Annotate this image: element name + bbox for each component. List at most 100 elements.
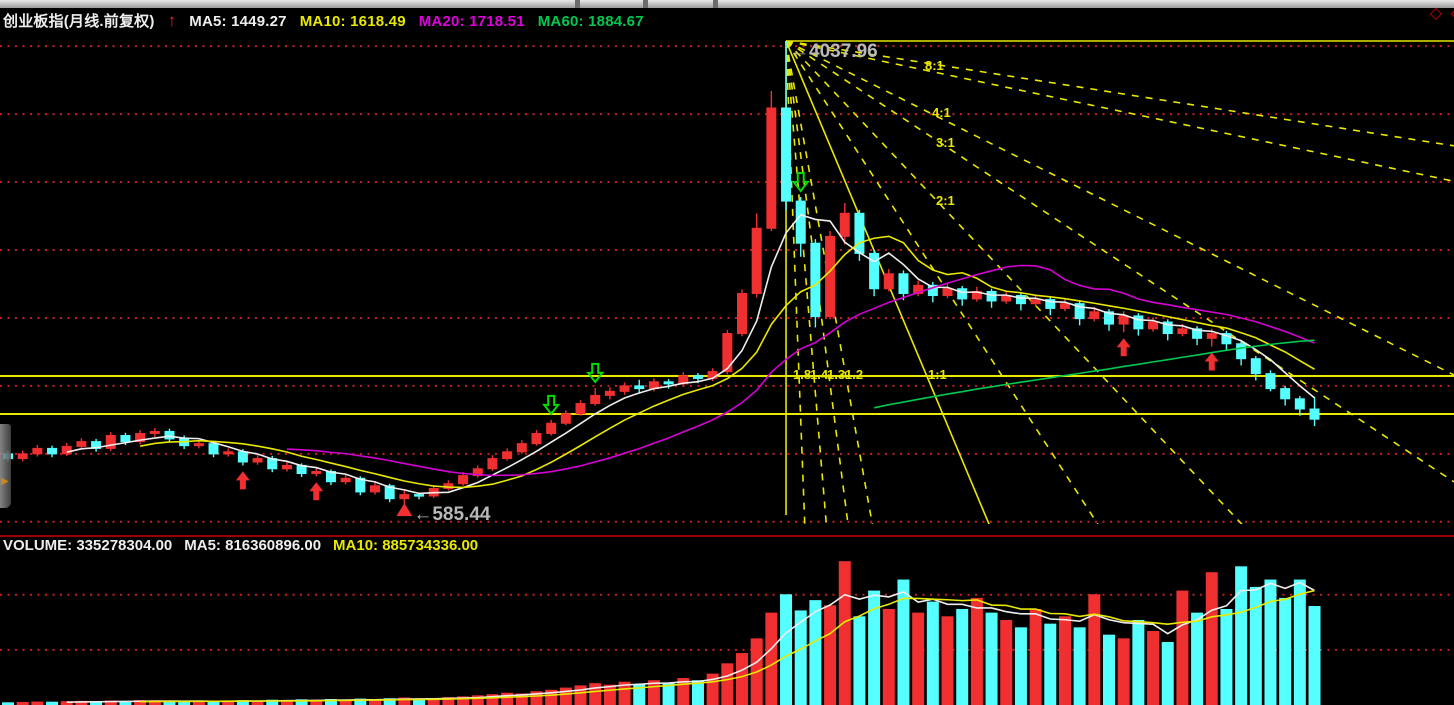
candle[interactable] bbox=[47, 447, 58, 455]
volume-bar[interactable] bbox=[721, 663, 734, 705]
candle[interactable] bbox=[810, 242, 821, 318]
volume-bar[interactable] bbox=[838, 561, 851, 705]
candle[interactable] bbox=[1045, 299, 1056, 309]
candle[interactable] bbox=[575, 403, 586, 415]
candle[interactable] bbox=[957, 288, 968, 300]
candle[interactable] bbox=[1280, 388, 1291, 400]
candle[interactable] bbox=[1148, 321, 1159, 330]
candle[interactable] bbox=[1059, 303, 1070, 309]
volume-bar[interactable] bbox=[926, 601, 939, 705]
candle[interactable] bbox=[76, 441, 87, 447]
candle[interactable] bbox=[737, 292, 747, 335]
volume-bar[interactable] bbox=[618, 681, 631, 705]
volume-bar[interactable] bbox=[574, 685, 587, 705]
volume-bar[interactable] bbox=[530, 691, 543, 705]
candle[interactable] bbox=[1074, 303, 1085, 320]
candle[interactable] bbox=[1250, 358, 1261, 375]
candle[interactable] bbox=[516, 443, 527, 453]
volume-bar[interactable] bbox=[603, 684, 616, 705]
candle[interactable] bbox=[1221, 333, 1232, 345]
volume-bar[interactable] bbox=[471, 695, 484, 705]
volume-bar[interactable] bbox=[1205, 572, 1218, 705]
candle[interactable] bbox=[223, 451, 234, 455]
volume-bar[interactable] bbox=[691, 680, 704, 705]
candle[interactable] bbox=[839, 212, 850, 237]
candle[interactable] bbox=[1162, 321, 1173, 335]
volume-bar[interactable] bbox=[1147, 631, 1160, 705]
volume-bar[interactable] bbox=[868, 590, 881, 705]
candle[interactable] bbox=[1206, 333, 1217, 339]
candle[interactable] bbox=[370, 485, 380, 493]
candle[interactable] bbox=[311, 471, 322, 475]
candle[interactable] bbox=[869, 252, 880, 290]
candle[interactable] bbox=[986, 290, 997, 302]
candle[interactable] bbox=[1265, 373, 1276, 390]
volume-bar[interactable] bbox=[1308, 606, 1321, 705]
volume-bar[interactable] bbox=[1235, 566, 1248, 705]
volume-bar[interactable] bbox=[398, 697, 411, 705]
candle[interactable] bbox=[692, 375, 703, 379]
candle[interactable] bbox=[942, 288, 953, 297]
candle[interactable] bbox=[61, 445, 72, 455]
candle[interactable] bbox=[531, 432, 542, 445]
candle[interactable] bbox=[340, 477, 351, 483]
volume-bar[interactable] bbox=[1249, 586, 1262, 705]
volume-bar[interactable] bbox=[1073, 627, 1086, 705]
candle[interactable] bbox=[795, 200, 806, 244]
candle[interactable] bbox=[751, 227, 762, 294]
candle[interactable] bbox=[619, 385, 630, 392]
volume-bar[interactable] bbox=[1264, 579, 1277, 705]
candle[interactable] bbox=[17, 453, 28, 460]
candle[interactable] bbox=[487, 458, 498, 470]
candle[interactable] bbox=[1133, 315, 1144, 330]
volume-bar[interactable] bbox=[853, 616, 866, 705]
candle[interactable] bbox=[883, 273, 894, 290]
volume-bar[interactable] bbox=[1293, 579, 1306, 705]
volume-bar[interactable] bbox=[1058, 616, 1071, 705]
volume-bar[interactable] bbox=[765, 612, 778, 705]
volume-bar[interactable] bbox=[809, 600, 822, 705]
candle[interactable] bbox=[384, 485, 395, 500]
candle[interactable] bbox=[502, 451, 513, 460]
candle[interactable] bbox=[722, 333, 733, 373]
candle[interactable] bbox=[105, 435, 116, 449]
candle[interactable] bbox=[825, 235, 836, 318]
volume-bar[interactable] bbox=[1176, 590, 1189, 705]
volume-bar[interactable] bbox=[912, 612, 925, 705]
volume-bar[interactable] bbox=[1029, 608, 1042, 705]
volume-bar[interactable] bbox=[780, 594, 793, 705]
candle[interactable] bbox=[781, 107, 792, 202]
candle[interactable] bbox=[854, 212, 865, 254]
candle[interactable] bbox=[149, 430, 160, 434]
volume-bar[interactable] bbox=[486, 694, 499, 705]
candle[interactable] bbox=[663, 381, 674, 385]
candle[interactable] bbox=[458, 475, 469, 485]
volume-bar[interactable] bbox=[647, 680, 660, 705]
candle[interactable] bbox=[164, 430, 175, 440]
candle[interactable] bbox=[1118, 315, 1129, 325]
candle[interactable] bbox=[1177, 328, 1188, 335]
candle[interactable] bbox=[135, 432, 146, 443]
volume-bar[interactable] bbox=[985, 612, 998, 705]
candle[interactable] bbox=[590, 394, 601, 405]
volume-bar[interactable] bbox=[1132, 619, 1145, 705]
candle[interactable] bbox=[604, 390, 615, 396]
volume-bar[interactable] bbox=[956, 608, 969, 705]
candle[interactable] bbox=[634, 385, 645, 390]
candle[interactable] bbox=[472, 468, 483, 477]
candle[interactable] bbox=[1236, 343, 1247, 360]
candle[interactable] bbox=[193, 443, 204, 447]
volume-bar[interactable] bbox=[1103, 634, 1115, 705]
volume-bar[interactable] bbox=[706, 673, 719, 705]
volume-bar[interactable] bbox=[1161, 642, 1174, 705]
candle[interactable] bbox=[1015, 295, 1026, 305]
candle[interactable] bbox=[546, 422, 557, 434]
candle[interactable] bbox=[766, 107, 777, 229]
volume-bar[interactable] bbox=[1279, 597, 1292, 705]
volume-bar[interactable] bbox=[736, 653, 748, 705]
candle[interactable] bbox=[252, 458, 263, 463]
candle[interactable] bbox=[913, 284, 924, 294]
volume-bar[interactable] bbox=[882, 608, 895, 705]
volume-bar[interactable] bbox=[941, 616, 954, 705]
